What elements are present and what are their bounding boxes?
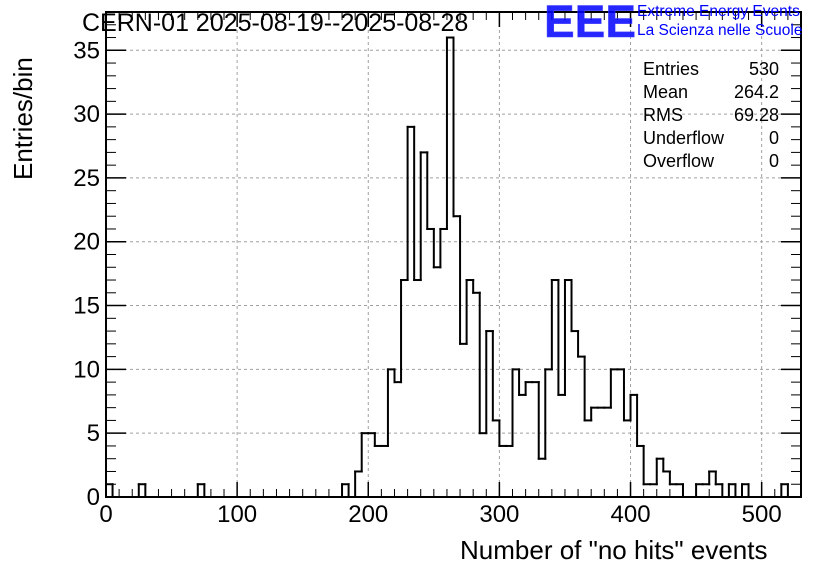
x-tick-label: 100 [217, 501, 257, 528]
stat-value: 264.2 [733, 82, 779, 102]
histogram-bin [511, 368, 521, 447]
histogram-bin [491, 330, 501, 422]
eee-logo: EEE [544, 2, 637, 40]
histogram-bin [655, 457, 665, 486]
histogram-bin [360, 432, 370, 473]
y-tick-label: 25 [73, 165, 100, 192]
histogram-bin [518, 368, 527, 396]
histogram-bin [419, 151, 429, 282]
histogram-bin [472, 279, 481, 294]
histogram-bin [465, 279, 475, 345]
histogram-bin [622, 368, 632, 422]
histogram-bin [786, 483, 796, 498]
histogram-bin [714, 470, 724, 486]
y-tick-label: 10 [73, 356, 100, 383]
x-tick-label: 0 [99, 501, 112, 528]
histogram-bin [393, 368, 403, 384]
histogram-bin [609, 368, 619, 409]
histogram-bin [354, 470, 363, 498]
histogram-bin [439, 227, 448, 269]
logo-line-2: La Scienza nelle Scuole [637, 22, 803, 39]
histogram-bin [203, 483, 212, 498]
histogram-bin [550, 279, 560, 371]
histogram-bin [341, 483, 350, 498]
stat-value: 0 [768, 151, 779, 171]
histogram-bin [557, 279, 566, 396]
plot-frame [105, 11, 802, 498]
histogram-bin [629, 393, 639, 422]
histogram-bin [590, 406, 599, 422]
histogram-bin [196, 483, 206, 498]
y-tick-label: 30 [73, 101, 100, 128]
histogram-bin [544, 368, 553, 460]
x-tick-label: 300 [479, 501, 519, 528]
y-axis-label: Entries/bin [8, 57, 38, 180]
histogram-bin [524, 381, 534, 396]
stat-label: RMS [643, 105, 683, 125]
logo-line-1: Extreme Energy Events [637, 3, 800, 20]
histogram-bin [373, 432, 383, 447]
histogram-bin [432, 227, 442, 269]
x-tick-label: 400 [611, 501, 651, 528]
histogram-bin [400, 279, 409, 384]
y-tick-label: 20 [73, 229, 100, 256]
histogram-bin [386, 368, 396, 447]
stat-value: 530 [748, 59, 779, 79]
stat-label: Entries [643, 59, 700, 79]
stat-row-underflow: Underflow 0 [641, 127, 781, 150]
histogram-bin [570, 279, 580, 333]
histogram-bin [747, 483, 757, 498]
chart-title: CERN-01 2025-08-19--2025-08-28 [82, 9, 469, 37]
stat-row-overflow: Overflow 0 [641, 150, 781, 173]
stat-row-mean: Mean 264.2 [641, 81, 781, 104]
histogram-bin [111, 483, 121, 498]
stats-box: Entries 530 Mean 264.2 RMS 69.28 Underfl… [641, 58, 781, 173]
histogram-bin [662, 457, 671, 473]
axis-ticks [105, 11, 802, 498]
histogram-bin [485, 330, 494, 435]
stat-label: Underflow [643, 128, 725, 148]
grid-lines [106, 12, 801, 497]
histogram-bin [642, 444, 652, 486]
x-axis-label: Number of "no hits" events [460, 535, 768, 565]
histogram-bin [563, 279, 573, 396]
tick-labels: 0 100 200 300 400 500 0 5 10 15 20 25 30 35 [73, 37, 781, 528]
histogram-bin [459, 215, 468, 345]
histogram-bin [478, 291, 488, 435]
y-tick-label: 35 [73, 37, 100, 64]
histogram-bin [406, 125, 416, 282]
histogram-bin [583, 355, 593, 422]
histogram-bin [668, 470, 678, 486]
histogram-bin [445, 36, 455, 230]
stat-row-rms: RMS 69.28 [641, 104, 781, 127]
logo-caption: Extreme Energy Events La Scienza nelle S… [637, 2, 802, 40]
histogram-bin [137, 483, 147, 498]
stat-row-entries: Entries 530 [641, 58, 781, 81]
histogram-bin [681, 483, 691, 498]
logo-letters: EEE [544, 2, 636, 40]
y-tick-label: 0 [87, 484, 100, 511]
histogram-bin [740, 483, 750, 498]
y-tick-label: 15 [73, 293, 100, 320]
stat-label: Overflow [643, 151, 715, 171]
stat-value: 69.28 [733, 105, 779, 125]
histogram-bin [144, 483, 153, 498]
histogram-bin [636, 393, 645, 447]
x-tick-label: 500 [742, 501, 782, 528]
x-tick-label: 200 [348, 501, 388, 528]
histogram-bin [426, 151, 435, 230]
histogram-bin [498, 419, 507, 447]
stat-value: 0 [768, 128, 779, 148]
histogram-bin [695, 483, 704, 498]
histogram-bin [577, 330, 586, 358]
histogram-bin [452, 36, 462, 218]
histogram-bin [727, 483, 737, 498]
stat-label: Mean [643, 82, 689, 102]
histogram-bin [708, 470, 717, 486]
histogram-bin [780, 483, 789, 498]
histogram-bin [537, 381, 547, 460]
y-tick-label: 5 [87, 420, 100, 447]
histogram-bin [413, 125, 422, 282]
